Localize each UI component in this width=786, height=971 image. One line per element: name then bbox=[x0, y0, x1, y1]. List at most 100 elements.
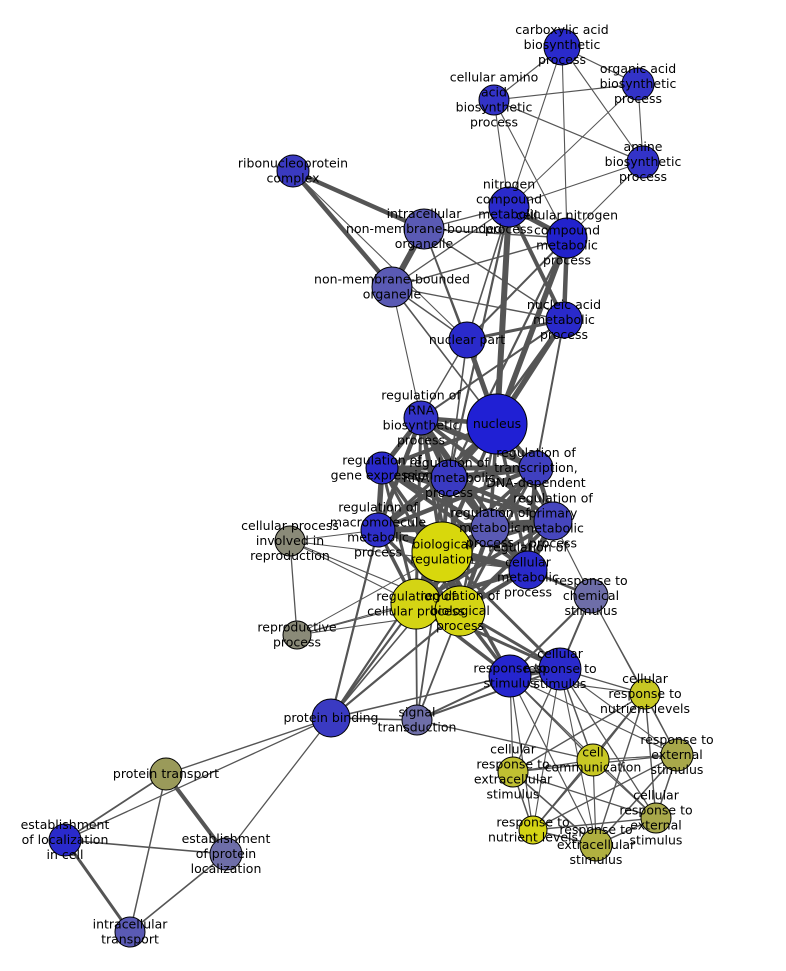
graph-node-label: cellular process involved in reproduction bbox=[241, 518, 339, 563]
graph-node-label: response to chemical stimulus bbox=[554, 573, 627, 618]
graph-edge bbox=[375, 465, 539, 533]
graph-node-label: protein binding bbox=[283, 710, 378, 725]
graph-node-label: regulation of macromolecule metabolic proce… bbox=[330, 499, 426, 559]
graph-node-label: regulation of RNA metabolic process bbox=[403, 455, 496, 500]
graph-node-label: regulation of transcription, DNA-dependent bbox=[486, 445, 585, 490]
graph-node-label: response to nutrient levels bbox=[488, 814, 578, 844]
graph-node[interactable] bbox=[660, 738, 694, 772]
graph-node-label: response to stimulus bbox=[473, 660, 546, 690]
graph-node[interactable] bbox=[311, 698, 351, 738]
graph-node-label: non-membrane-bounded organelle bbox=[314, 271, 470, 301]
graph-node[interactable] bbox=[403, 400, 439, 436]
graph-node-label: cellular response to external stimulus bbox=[619, 787, 692, 847]
graph-edge bbox=[129, 853, 227, 933]
graph-node[interactable] bbox=[579, 828, 613, 862]
graph-node-label: regulation of biological process bbox=[420, 588, 500, 633]
graph-node[interactable] bbox=[545, 301, 583, 339]
graph-node[interactable] bbox=[470, 508, 510, 548]
graph-node[interactable] bbox=[576, 743, 610, 777]
graph-node-label: cellular nitrogen compound metabolic proces… bbox=[516, 207, 618, 267]
graph-node-label: regulation of metabolic process bbox=[450, 505, 530, 550]
graph-node[interactable] bbox=[48, 823, 82, 857]
graph-node[interactable] bbox=[488, 654, 532, 698]
graph-edge bbox=[416, 668, 561, 721]
graph-node-label: cellular response to nutrient levels bbox=[600, 671, 690, 716]
graph-node[interactable] bbox=[478, 84, 510, 116]
graph-node[interactable] bbox=[430, 459, 468, 497]
graph-node-label: nitrogen compound metabolic process bbox=[476, 176, 542, 236]
graph-node[interactable] bbox=[508, 550, 548, 590]
graph-edge bbox=[509, 675, 597, 846]
graph-edge bbox=[559, 668, 657, 819]
graph-edge bbox=[379, 465, 493, 531]
graph-node[interactable] bbox=[629, 678, 661, 710]
graph-node-label: establishment of protein localization bbox=[182, 831, 271, 876]
graph-edge bbox=[329, 528, 380, 720]
graph-node[interactable] bbox=[434, 585, 486, 637]
graph-node-label: nuclear part bbox=[429, 332, 505, 347]
graph-node[interactable] bbox=[543, 28, 581, 66]
graph-edge bbox=[493, 83, 639, 101]
graph-edge bbox=[391, 237, 568, 288]
graph-edge bbox=[508, 161, 644, 208]
nodes-layer bbox=[48, 28, 694, 948]
graph-node[interactable] bbox=[466, 393, 528, 455]
graph-node-label: intracellular transport bbox=[93, 916, 169, 946]
graph-node[interactable] bbox=[640, 802, 672, 834]
graph-node[interactable] bbox=[403, 208, 445, 250]
graph-node-label: cellular amino acid biosynthetic process bbox=[450, 69, 539, 129]
graph-node[interactable] bbox=[360, 512, 396, 548]
graph-node-label: regulation of RNA biosynthetic process bbox=[381, 387, 461, 447]
graph-node[interactable] bbox=[276, 154, 310, 188]
graph-node[interactable] bbox=[518, 815, 548, 845]
graph-node[interactable] bbox=[114, 916, 146, 948]
graph-node[interactable] bbox=[448, 321, 486, 359]
graph-node[interactable] bbox=[371, 266, 413, 308]
graph-edge bbox=[494, 235, 570, 427]
graph-edge bbox=[289, 540, 298, 636]
graph-edge bbox=[423, 228, 565, 321]
graph-node[interactable] bbox=[365, 451, 399, 485]
graph-edge bbox=[290, 168, 427, 232]
graph-edge bbox=[512, 693, 646, 773]
graph-node[interactable] bbox=[546, 217, 588, 259]
graph-node-label: protein transport bbox=[113, 766, 219, 781]
graph-edge bbox=[508, 46, 563, 208]
graph-node[interactable] bbox=[626, 145, 660, 179]
graph-node[interactable] bbox=[538, 647, 582, 691]
graph-node[interactable] bbox=[149, 757, 183, 791]
graph-node[interactable] bbox=[497, 756, 529, 788]
graph-node[interactable] bbox=[209, 837, 243, 871]
graph-node-label: carboxylic acid biosynthetic process bbox=[515, 22, 608, 67]
graph-node[interactable] bbox=[621, 67, 655, 101]
graph-node[interactable] bbox=[282, 620, 312, 650]
graph-node-label: biological regulation bbox=[410, 536, 474, 566]
graph-node[interactable] bbox=[274, 525, 306, 557]
graph-node[interactable] bbox=[533, 501, 573, 541]
graph-node-label: amine biosynthetic process bbox=[605, 139, 682, 184]
graph-node[interactable] bbox=[488, 186, 530, 228]
graph-node-label: signal transduction bbox=[378, 704, 457, 734]
graph-node[interactable] bbox=[401, 704, 433, 736]
graph-node-label: response to external stimulus bbox=[640, 732, 713, 777]
graph-node[interactable] bbox=[411, 521, 473, 583]
graph-edge bbox=[532, 817, 657, 831]
graph-edge bbox=[64, 839, 227, 855]
graph-node-label: nucleic acid metabolic process bbox=[527, 297, 601, 342]
graph-edge bbox=[493, 99, 568, 239]
graph-node[interactable] bbox=[518, 450, 554, 486]
graph-edge bbox=[494, 204, 512, 427]
graph-node-label: response to extracellular stimulus bbox=[557, 822, 636, 867]
graph-edge bbox=[64, 773, 167, 841]
graph-edge bbox=[129, 773, 167, 933]
graph-edge bbox=[561, 46, 644, 163]
graph-node-label: regulation of primary metabolic process bbox=[513, 490, 593, 550]
graph-edge bbox=[508, 83, 639, 208]
graph-node-label: ribonucleoprotein complex bbox=[238, 155, 348, 185]
graph-node[interactable] bbox=[573, 578, 609, 614]
graph-edge bbox=[64, 717, 332, 841]
graph-node-label: reproductive process bbox=[257, 619, 337, 649]
graph-edge bbox=[380, 466, 555, 523]
graph-edge bbox=[329, 609, 462, 720]
